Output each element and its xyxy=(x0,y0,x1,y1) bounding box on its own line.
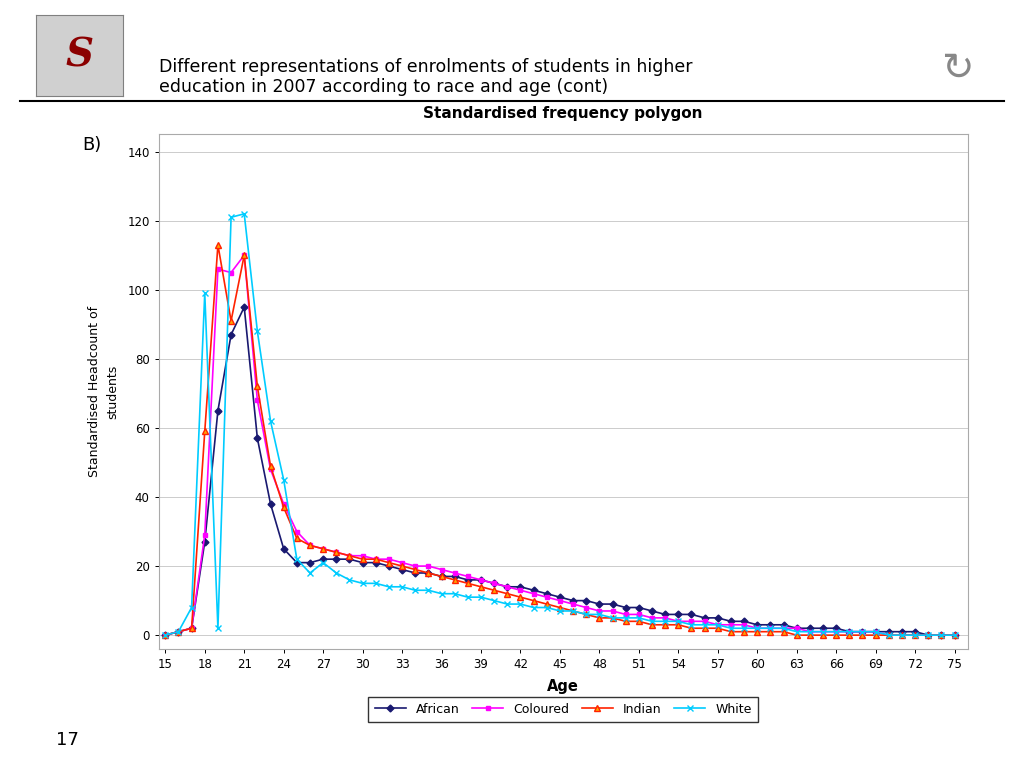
Coloured xyxy=(238,250,250,260)
Indian xyxy=(948,631,961,640)
African xyxy=(646,607,658,616)
White xyxy=(948,631,961,640)
Legend: African, Coloured, Indian, White: African, Coloured, Indian, White xyxy=(369,697,758,723)
Text: 17: 17 xyxy=(56,731,79,749)
African xyxy=(356,558,369,568)
Indian xyxy=(356,554,369,564)
Line: Coloured: Coloured xyxy=(163,253,957,637)
Title: Standardised frequency polygon: Standardised frequency polygon xyxy=(424,106,702,121)
Indian xyxy=(856,631,868,640)
Coloured xyxy=(646,614,658,623)
Text: ↻: ↻ xyxy=(941,50,974,88)
African xyxy=(238,303,250,312)
African xyxy=(593,600,605,609)
White xyxy=(856,627,868,637)
Indian xyxy=(330,548,342,557)
White xyxy=(593,610,605,619)
African xyxy=(330,554,342,564)
Line: White: White xyxy=(162,210,957,638)
White xyxy=(356,579,369,588)
White xyxy=(646,617,658,626)
Coloured xyxy=(856,627,868,637)
White xyxy=(238,209,250,218)
Line: African: African xyxy=(163,305,957,637)
Indian xyxy=(593,614,605,623)
White xyxy=(449,589,461,598)
Text: S: S xyxy=(66,37,93,74)
Indian xyxy=(212,240,224,250)
White xyxy=(330,568,342,578)
Indian xyxy=(159,631,171,640)
Line: Indian: Indian xyxy=(162,242,957,638)
African xyxy=(856,627,868,637)
Coloured xyxy=(330,548,342,557)
Coloured xyxy=(356,551,369,561)
African xyxy=(159,631,171,640)
Coloured xyxy=(948,631,961,640)
Text: Different representations of enrolments of students in higher
education in 2007 : Different representations of enrolments … xyxy=(159,58,692,97)
White xyxy=(159,631,171,640)
African xyxy=(948,631,961,640)
X-axis label: Age: Age xyxy=(547,680,580,694)
Indian xyxy=(646,621,658,630)
Y-axis label: Standardised Headcount of
students: Standardised Headcount of students xyxy=(88,306,119,477)
Coloured xyxy=(159,631,171,640)
Text: B): B) xyxy=(82,136,101,154)
Indian xyxy=(449,575,461,584)
Coloured xyxy=(449,568,461,578)
Coloured xyxy=(593,607,605,616)
African xyxy=(449,572,461,581)
